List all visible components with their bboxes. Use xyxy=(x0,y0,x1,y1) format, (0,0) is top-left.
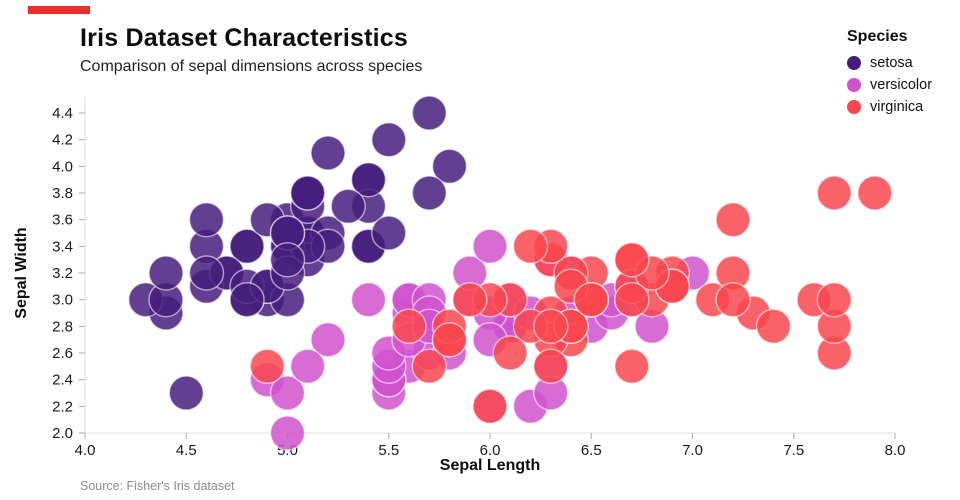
data-point-virginica xyxy=(614,281,650,318)
data-point-setosa xyxy=(289,175,326,211)
y-tick-label: 4.4 xyxy=(52,105,73,122)
accent-bar xyxy=(28,6,90,14)
data-point-virginica xyxy=(614,348,650,385)
chart-header: Iris Dataset Characteristics Comparison … xyxy=(80,24,422,76)
data-point-virginica xyxy=(816,175,853,211)
y-tick-label: 4.0 xyxy=(52,158,73,175)
y-axis-title: Sepal Width xyxy=(13,227,30,319)
y-tick-label: 3.6 xyxy=(52,212,73,229)
data-point-virginica xyxy=(249,348,286,385)
data-point-setosa xyxy=(330,188,366,225)
data-point-setosa xyxy=(411,95,448,131)
data-point-setosa xyxy=(310,135,346,171)
y-tick-label: 2.8 xyxy=(52,318,73,335)
legend-swatch-virginica xyxy=(847,100,861,114)
legend-title: Species xyxy=(847,28,908,45)
y-tick-label: 3.4 xyxy=(52,238,73,255)
data-point-versicolor xyxy=(289,348,326,385)
data-point-virginica xyxy=(512,228,549,265)
legend-label: virginica xyxy=(870,99,924,115)
data-point-setosa xyxy=(188,201,225,238)
x-tick-label: 4.0 xyxy=(75,442,96,459)
y-tick-label: 2.2 xyxy=(52,398,73,415)
data-point-virginica xyxy=(411,348,448,385)
legend-items: setosa versicolor virginica xyxy=(847,55,932,115)
data-point-virginica xyxy=(533,348,569,385)
chart-subtitle: Comparison of sepal dimensions across sp… xyxy=(80,58,423,75)
data-point-setosa xyxy=(371,121,407,158)
data-point-virginica xyxy=(472,388,508,425)
data-point-setosa xyxy=(188,255,225,291)
source-note: Source: Fisher's Iris dataset xyxy=(80,479,235,493)
data-point-virginica xyxy=(715,201,751,238)
legend-swatch-setosa xyxy=(847,56,861,70)
legend-item-virginica: virginica xyxy=(847,99,932,115)
data-point-setosa xyxy=(168,375,205,411)
x-tick-label: 7.5 xyxy=(783,442,804,459)
data-point-virginica xyxy=(431,321,468,358)
x-axis-title: Sepal Length xyxy=(439,457,541,474)
legend-swatch-versicolor xyxy=(847,78,861,92)
data-point-setosa xyxy=(371,215,407,251)
data-point-setosa xyxy=(148,255,184,291)
data-point-virginica xyxy=(614,241,650,278)
data-point-versicolor xyxy=(472,228,508,265)
data-point-versicolor xyxy=(350,281,387,318)
legend: Species setosa versicolor virginica xyxy=(847,28,932,121)
data-point-setosa xyxy=(431,148,468,185)
y-tick-label: 3.2 xyxy=(52,265,73,282)
data-point-setosa xyxy=(411,175,448,211)
data-point-virginica xyxy=(533,308,569,345)
data-point-virginica xyxy=(391,308,427,345)
legend-item-setosa: setosa xyxy=(847,55,932,71)
x-tick-label: 4.5 xyxy=(176,442,197,459)
y-tick-label: 2.0 xyxy=(52,425,73,442)
data-point-virginica xyxy=(452,281,488,318)
data-point-virginica xyxy=(857,175,893,211)
chart-title: Iris Dataset Characteristics xyxy=(80,24,408,52)
x-tick-label: 6.0 xyxy=(480,442,501,459)
data-point-virginica xyxy=(492,335,528,371)
y-tick-label: 3.0 xyxy=(52,292,73,309)
y-tick-label: 4.2 xyxy=(52,132,73,149)
data-point-setosa xyxy=(229,228,265,265)
data-point-versicolor xyxy=(269,415,306,451)
y-tick-label: 2.6 xyxy=(52,345,73,362)
data-point-virginica xyxy=(755,308,792,345)
x-tick-label: 6.5 xyxy=(581,442,602,459)
data-point-virginica xyxy=(816,281,853,318)
data-point-virginica xyxy=(573,281,610,318)
legend-item-versicolor: versicolor xyxy=(847,77,932,93)
legend-label: versicolor xyxy=(870,77,933,93)
legend-label: setosa xyxy=(870,55,913,71)
y-tick-label: 2.4 xyxy=(52,372,73,389)
data-point-versicolor xyxy=(310,321,346,358)
data-point-virginica xyxy=(715,281,751,318)
data-point-setosa xyxy=(269,241,306,278)
x-tick-label: 8.0 xyxy=(885,442,906,459)
data-point-setosa xyxy=(350,161,387,198)
y-tick-label: 3.8 xyxy=(52,185,73,202)
data-point-setosa xyxy=(229,281,265,318)
data-point-versicolor xyxy=(269,375,306,411)
x-tick-label: 7.0 xyxy=(682,442,703,459)
x-tick-label: 5.5 xyxy=(378,442,399,459)
